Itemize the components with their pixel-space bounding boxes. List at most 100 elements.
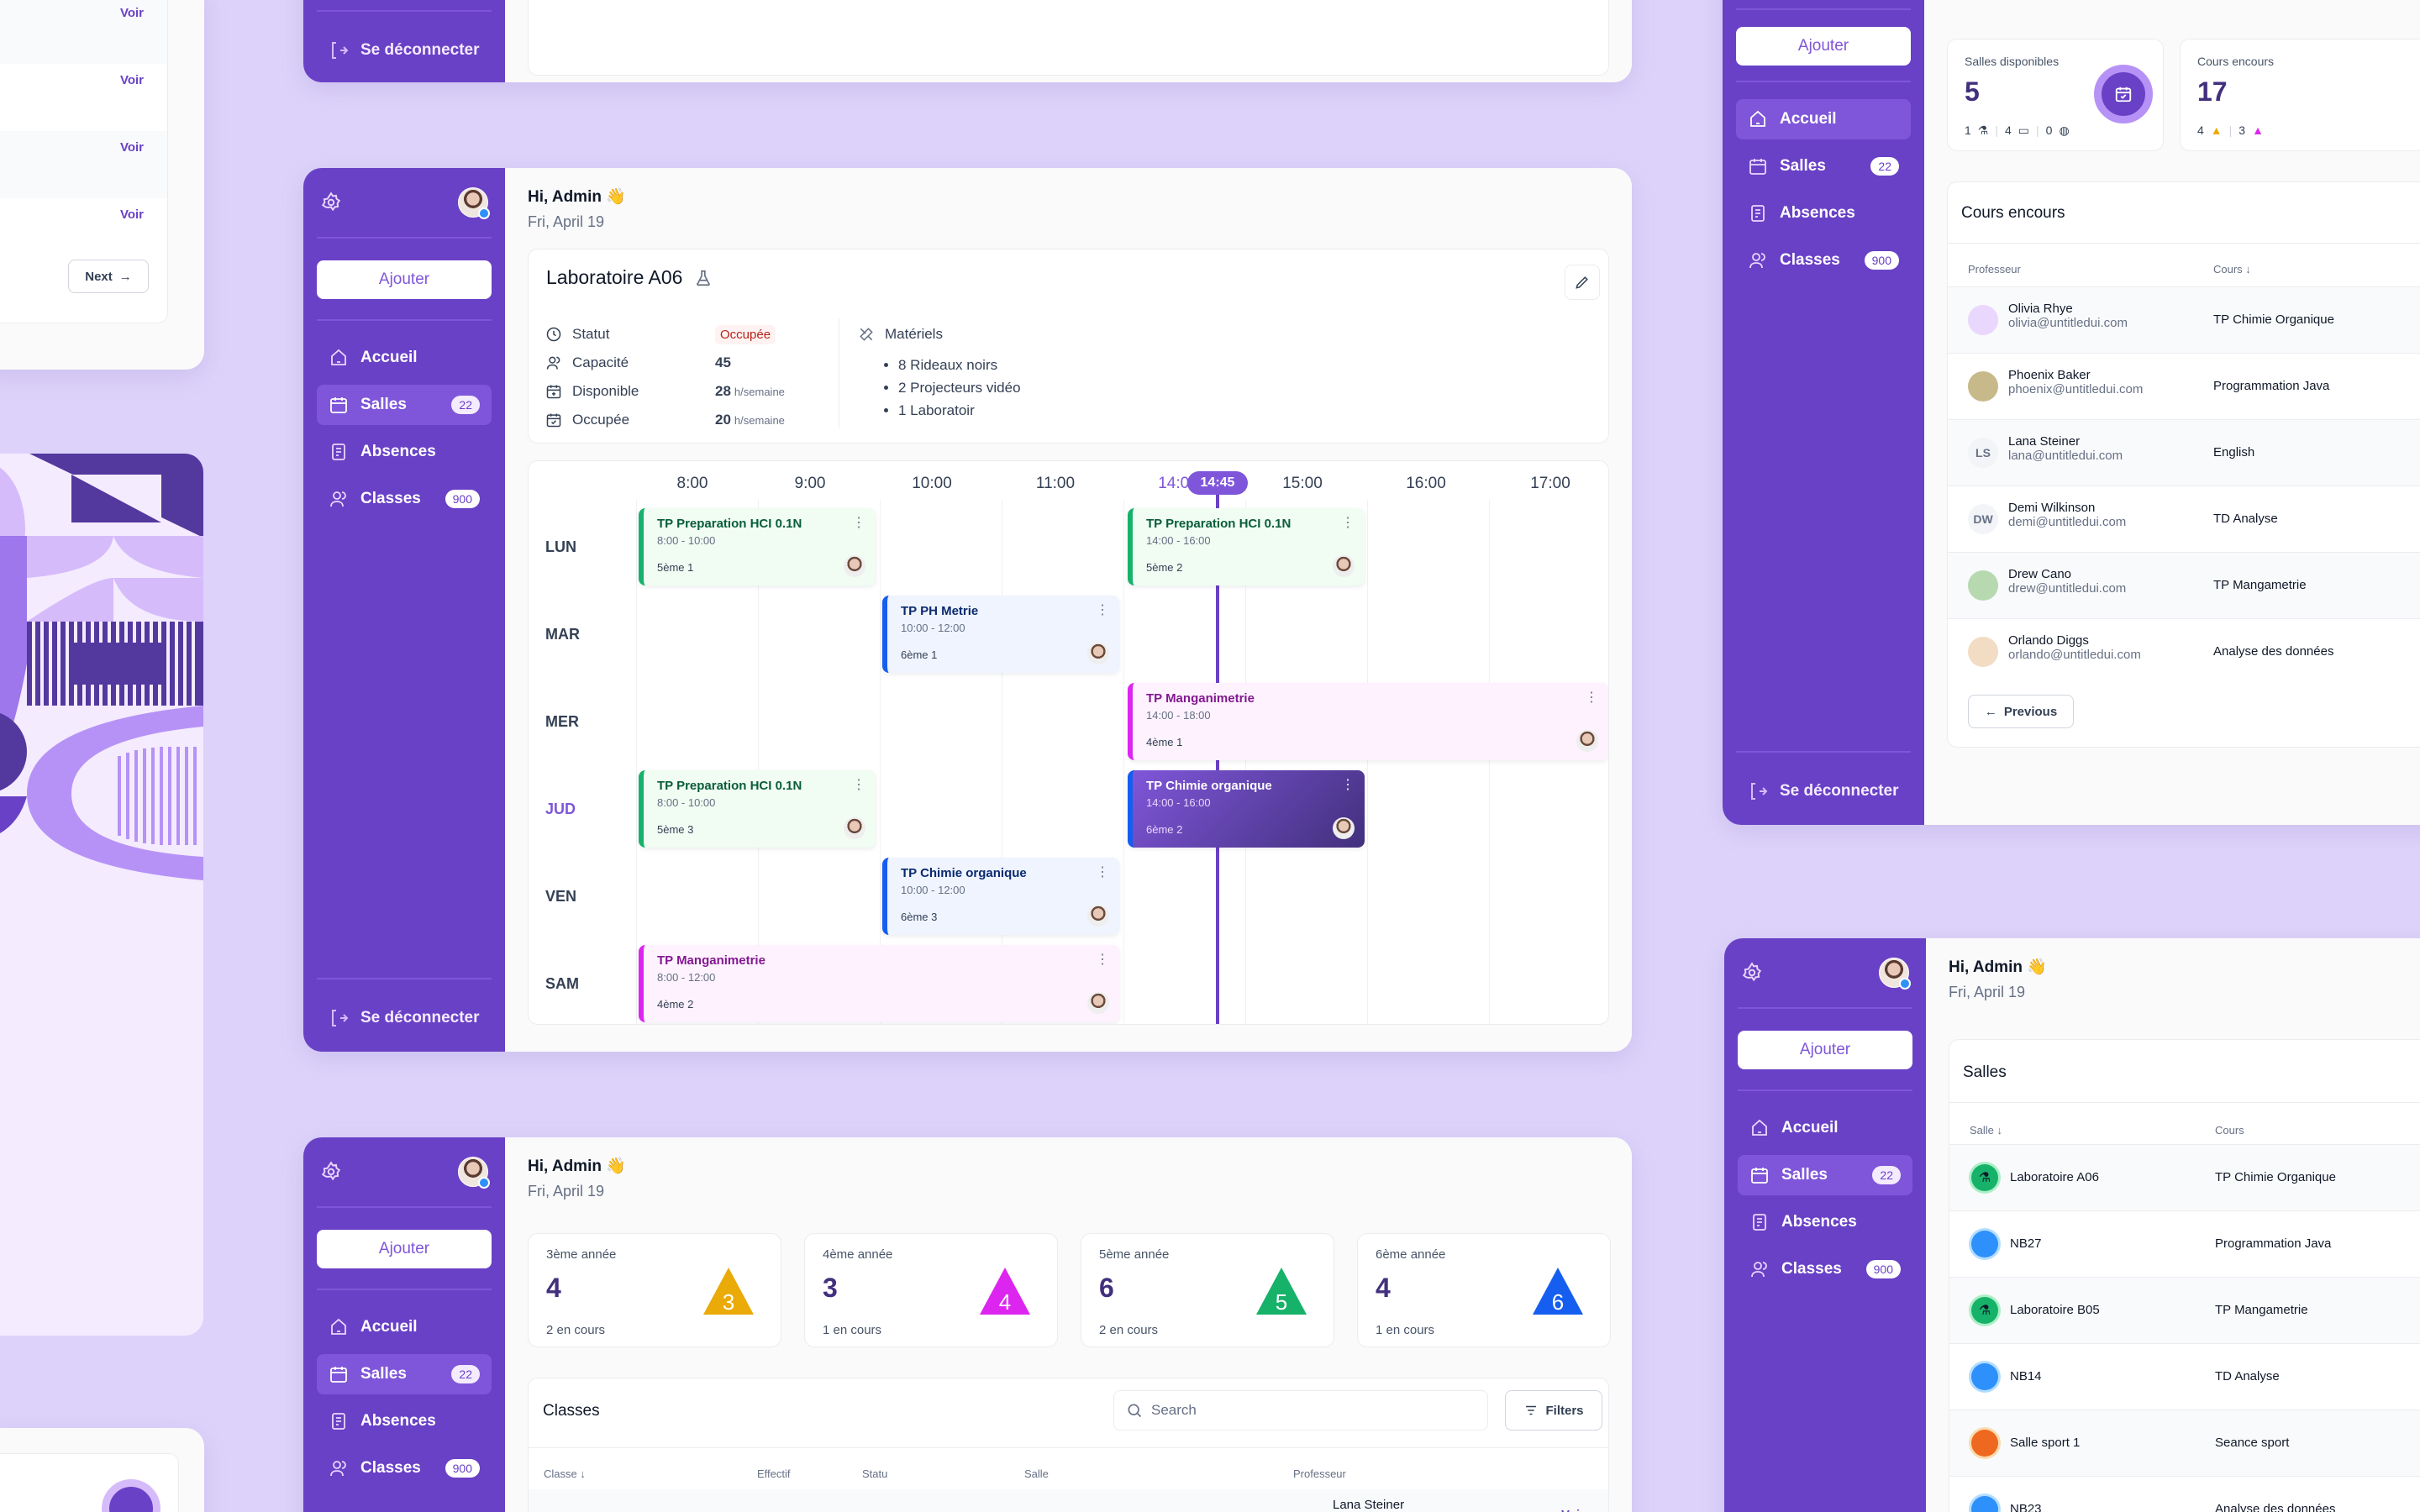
window-top-partial: Se déconnecter bbox=[303, 0, 1632, 82]
sidebar-item-accueil[interactable]: Accueil bbox=[1738, 1108, 1912, 1148]
table-row[interactable]: LS Lana Steiner lana@untitledui.com English bbox=[1948, 419, 2420, 486]
column-header: Professeur bbox=[1968, 263, 2021, 276]
verified-icon bbox=[478, 207, 490, 219]
table-row[interactable]: Salle sport 1 Seance sport bbox=[1949, 1410, 2420, 1476]
gear-icon[interactable] bbox=[1741, 962, 1763, 984]
sidebar-item-absences[interactable]: Absences bbox=[317, 432, 492, 472]
table-row[interactable]: ⚗ Laboratoire A06 TP Chimie Organique bbox=[1949, 1144, 2420, 1210]
filters-button[interactable]: Filters bbox=[1505, 1390, 1602, 1431]
table-row[interactable]: ⚗ Laboratoire B05 TP Mangametrie bbox=[1949, 1277, 2420, 1343]
calendar-icon bbox=[330, 1367, 347, 1383]
event-card[interactable]: TP Chimie organique 14:00 - 16:00 6ème 2 ⋮ bbox=[1128, 770, 1365, 848]
event-card[interactable]: TP Chimie organique 10:00 - 12:00 6ème 3 ⋮ bbox=[882, 858, 1119, 935]
edit-button[interactable] bbox=[1565, 265, 1600, 300]
logout-label: Se déconnecter bbox=[1780, 782, 1899, 800]
add-button[interactable]: Ajouter bbox=[317, 260, 492, 299]
sidebar-item-salles[interactable]: Salles 22 bbox=[1736, 146, 1911, 186]
column-header: Salle bbox=[1024, 1467, 1049, 1480]
voir-link[interactable]: Voir bbox=[119, 207, 144, 222]
column-header[interactable]: Classe ↓ bbox=[544, 1467, 586, 1480]
rooms-window: Ajouter Accueil Salles 22 Absences Classe… bbox=[1724, 938, 2420, 1512]
calendar-plus-icon bbox=[546, 385, 561, 399]
current-time-badge: 14:45 bbox=[1187, 471, 1248, 495]
voir-link[interactable]: Voir bbox=[119, 6, 144, 20]
previous-button[interactable]: ← Previous bbox=[1968, 695, 2074, 728]
add-button[interactable]: Ajouter bbox=[1738, 1031, 1912, 1069]
table-row[interactable]: NB27 Programmation Java bbox=[1949, 1210, 2420, 1277]
logout-button[interactable]: Se déconnecter bbox=[1736, 751, 1911, 801]
event-card[interactable]: TP Manganimetrie 8:00 - 12:00 4ème 2 ⋮ bbox=[639, 945, 1119, 1022]
table-row[interactable]: Orlando Diggs orlando@untitledui.com Analy… bbox=[1948, 618, 2420, 685]
event-card[interactable]: TP Preparation HCI 0.1N 14:00 - 16:00 5ème… bbox=[1128, 508, 1365, 585]
sidebar-item-classes[interactable]: Classes 900 bbox=[1738, 1249, 1912, 1289]
table-row[interactable]: NB23 Analyse des données bbox=[1949, 1476, 2420, 1512]
search-input[interactable]: Search bbox=[1113, 1390, 1488, 1431]
more-icon[interactable]: ⋮ bbox=[852, 778, 865, 792]
column-header: Cours bbox=[2215, 1124, 2244, 1137]
event-card[interactable]: TP Preparation HCI 0.1N 8:00 - 10:00 5ème … bbox=[639, 770, 876, 848]
material-item: 8 Rideaux noirs bbox=[898, 354, 1021, 376]
more-icon[interactable]: ⋮ bbox=[852, 516, 865, 530]
voir-link[interactable]: Voir bbox=[119, 73, 144, 87]
next-button[interactable]: Next → bbox=[68, 260, 149, 293]
stat-label: 4ème année bbox=[823, 1247, 893, 1262]
sidebar-item-accueil[interactable]: Accueil bbox=[317, 338, 492, 378]
stat-card-5eme: 5ème année 6 2 en cours 5 bbox=[1081, 1233, 1334, 1347]
sidebar-item-absences[interactable]: Absences bbox=[1736, 193, 1911, 234]
prop-occupee: Occupée 20 h/semaine bbox=[545, 406, 823, 434]
sidebar-item-salles[interactable]: Salles 22 bbox=[317, 385, 492, 425]
voir-link[interactable]: Voir bbox=[119, 140, 144, 155]
table-row[interactable]: Lana Steiner Voir bbox=[529, 1489, 1608, 1512]
add-button[interactable]: Ajouter bbox=[1736, 27, 1911, 66]
more-icon[interactable]: ⋮ bbox=[1096, 953, 1109, 967]
column-header[interactable]: Salle ↓ bbox=[1970, 1124, 2003, 1137]
sidebar-item-absences[interactable]: Absences bbox=[317, 1401, 492, 1441]
table-row[interactable]: NB14 TD Analyse bbox=[1949, 1343, 2420, 1410]
avatar[interactable] bbox=[1879, 958, 1911, 990]
count-badge: 22 bbox=[1870, 157, 1899, 176]
sidebar-item-accueil[interactable]: Accueil bbox=[1736, 99, 1911, 139]
column-header[interactable]: Cours ↓ bbox=[2213, 263, 2251, 276]
table-row[interactable]: DW Demi Wilkinson demi@untitledui.com TD An… bbox=[1948, 486, 2420, 552]
sidebar-item-absences[interactable]: Absences bbox=[1738, 1202, 1912, 1242]
nav-label: Classes bbox=[1781, 1260, 1842, 1278]
nav-label: Absences bbox=[1781, 1213, 1857, 1231]
avatar[interactable] bbox=[458, 1157, 490, 1189]
stat-value: 6 bbox=[1099, 1273, 1114, 1303]
sidebar-item-salles[interactable]: Salles 22 bbox=[1738, 1155, 1912, 1195]
clipboard-icon bbox=[1751, 205, 1765, 222]
stat-value: 17 bbox=[2197, 76, 2228, 107]
verified-icon bbox=[478, 1177, 490, 1189]
table-row[interactable]: Olivia Rhye olivia@untitledui.com TP Chimi… bbox=[1948, 286, 2420, 353]
more-icon[interactable]: ⋮ bbox=[1096, 603, 1109, 617]
prop-capacite: Capacité 45 bbox=[545, 349, 823, 377]
event-card[interactable]: TP Preparation HCI 0.1N 8:00 - 10:00 5ème … bbox=[639, 508, 876, 585]
more-icon[interactable]: ⋮ bbox=[1341, 778, 1355, 792]
classes-table: Classes Search Filters Classe ↓ Effectif… bbox=[528, 1378, 1609, 1512]
table-row[interactable]: Phoenix Baker phoenix@untitledui.com Progr… bbox=[1948, 353, 2420, 419]
sidebar-item-accueil[interactable]: Accueil bbox=[317, 1307, 492, 1347]
add-button[interactable]: Ajouter bbox=[317, 1230, 492, 1268]
sidebar-item-classes[interactable]: Classes 900 bbox=[1736, 240, 1911, 281]
sidebar-item-salles[interactable]: Salles 22 bbox=[317, 1354, 492, 1394]
gear-icon[interactable] bbox=[320, 1161, 342, 1183]
avatar[interactable] bbox=[458, 187, 490, 219]
gear-icon[interactable] bbox=[320, 192, 342, 213]
dashboard-window: Ajouter Accueil Salles 22 Absences Classe… bbox=[1723, 0, 2420, 825]
voir-link[interactable]: Voir bbox=[1561, 1508, 1585, 1512]
count-badge: 900 bbox=[1865, 1260, 1901, 1278]
sidebar-item-classes[interactable]: Classes 900 bbox=[317, 479, 492, 519]
event-card[interactable]: TP Manganimetrie 14:00 - 18:00 4ème 1 ⋮ bbox=[1128, 683, 1608, 760]
material-item: 2 Projecteurs vidéo bbox=[898, 376, 1021, 399]
table-row[interactable]: Drew Cano drew@untitledui.com TP Mangametr… bbox=[1948, 552, 2420, 618]
more-icon[interactable]: ⋮ bbox=[1585, 690, 1598, 705]
more-icon[interactable]: ⋮ bbox=[1341, 516, 1355, 530]
sidebar: Ajouter Accueil Salles 22 Absences Classe… bbox=[1723, 0, 1924, 825]
stat-label: Salles disponibles bbox=[1965, 55, 2060, 68]
sidebar-item-classes[interactable]: Classes 900 bbox=[317, 1448, 492, 1488]
logout-button[interactable]: Se déconnecter bbox=[317, 978, 492, 1028]
nav-label: Absences bbox=[360, 443, 436, 460]
more-icon[interactable]: ⋮ bbox=[1096, 865, 1109, 879]
logout-button[interactable]: Se déconnecter bbox=[317, 10, 492, 60]
event-card[interactable]: TP PH Metrie 10:00 - 12:00 6ème 1 ⋮ bbox=[882, 596, 1119, 673]
